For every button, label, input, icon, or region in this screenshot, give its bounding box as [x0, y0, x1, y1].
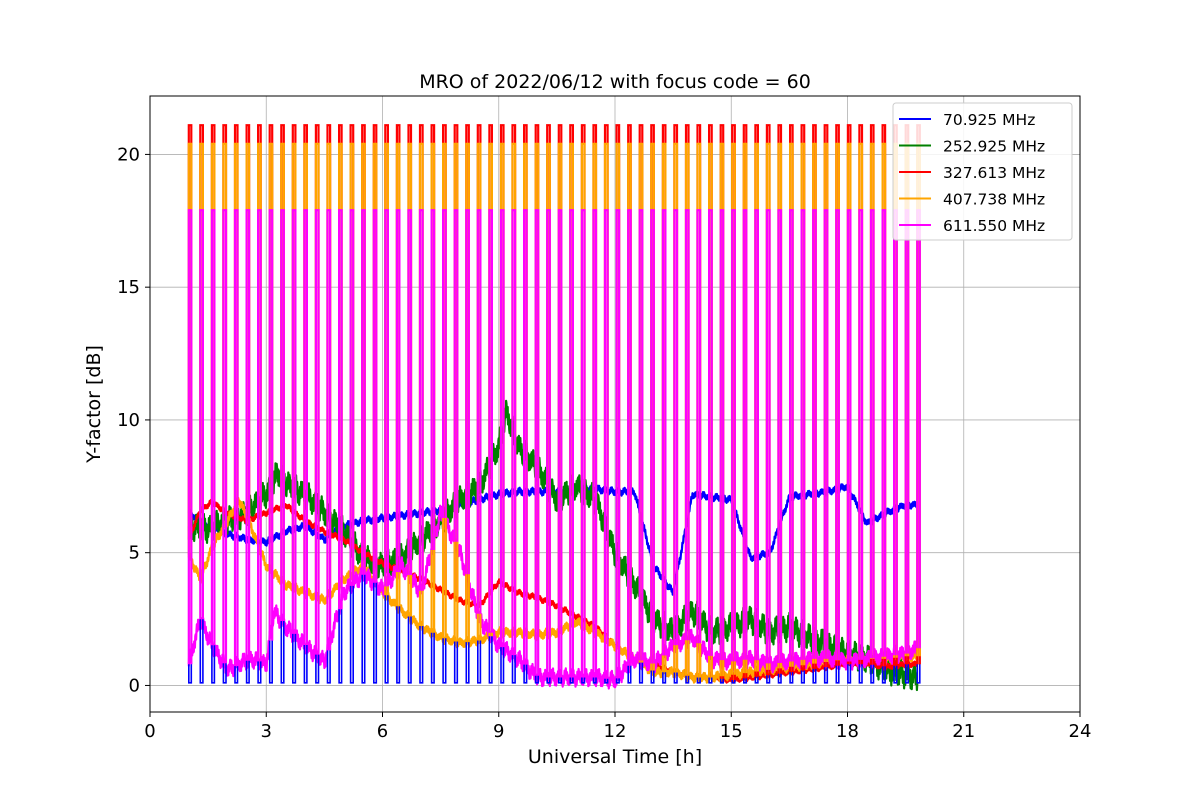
legend-label: 611.550 MHz	[943, 217, 1045, 235]
series-line	[187, 498, 919, 684]
y-tick-label: 10	[117, 410, 140, 431]
series-line	[187, 399, 919, 692]
calibration-spikes	[187, 142, 921, 678]
legend-label: 252.925 MHz	[943, 138, 1045, 156]
plot-data	[187, 124, 921, 692]
x-tick-label: 21	[952, 721, 975, 742]
x-tick-label: 15	[720, 721, 743, 742]
legend-box	[892, 102, 1073, 241]
y-tick-label: 0	[129, 675, 140, 696]
x-axis-label: Universal Time [h]	[528, 746, 702, 768]
legend-label: 70.925 MHz	[943, 111, 1035, 129]
y-axis-label: Y-factor [dB]	[83, 345, 105, 464]
x-tick-label: 0	[144, 721, 155, 742]
y-tick-label: 5	[129, 543, 140, 564]
x-tick-label: 24	[1069, 721, 1092, 742]
calibration-spikes	[188, 487, 921, 684]
axis-ticks: 0 3 6 9 12 15 18 21 24 0 5 10 15 20	[117, 144, 1091, 742]
x-tick-label: 3	[261, 721, 272, 742]
calibration-spikes	[187, 124, 921, 680]
x-tick-label: 18	[836, 721, 859, 742]
legend-label: 327.613 MHz	[943, 164, 1045, 182]
calibration-spikes	[187, 209, 921, 679]
y-tick-label: 15	[117, 277, 140, 298]
series-line	[187, 504, 919, 690]
legend: 70.925 MHz 252.925 MHz 327.613 MHz 407.738 …	[892, 102, 1073, 241]
x-tick-label: 6	[377, 721, 388, 742]
x-tick-label: 9	[493, 721, 504, 742]
y-tick-label: 20	[117, 144, 140, 165]
chart-title: MRO of 2022/06/12 with focus code = 60	[419, 71, 811, 93]
legend-label: 407.738 MHz	[943, 191, 1045, 209]
x-tick-label: 12	[604, 721, 627, 742]
